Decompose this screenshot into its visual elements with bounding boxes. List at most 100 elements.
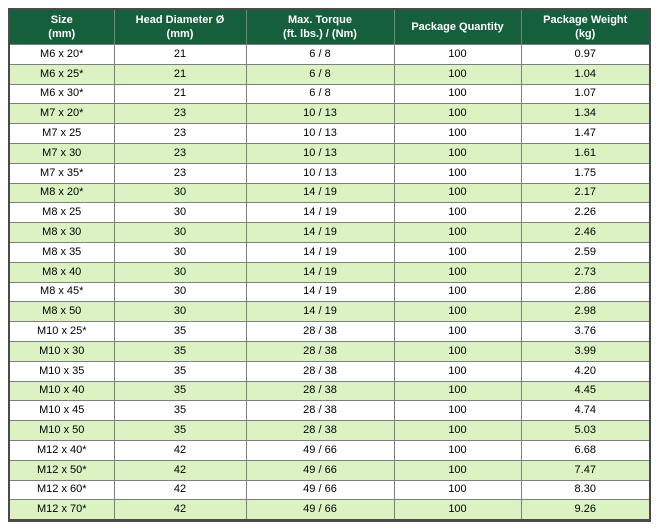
cell-package-quantity: 100 [393,222,522,243]
cell-package-quantity: 100 [393,499,522,522]
cell-package-quantity: 100 [393,103,522,125]
cell-package-weight: 5.03 [520,420,651,441]
cell-package-weight: 1.47 [520,123,651,144]
cell-package-weight: 3.76 [520,321,651,342]
table-row: M6 x 30* 21 6 / 8 100 1.07 [8,83,651,105]
cell-size: M8 x 40 [8,261,115,283]
cell-size: M10 x 40 [8,380,115,402]
cell-max-torque: 14 / 19 [245,241,395,263]
cell-size: M8 x 35 [8,241,115,263]
table-row: M7 x 25 23 10 / 13 100 1.47 [8,123,651,144]
cell-head-diameter: 35 [113,420,247,441]
cell-size: M6 x 25* [8,63,115,85]
cell-package-quantity: 100 [393,400,522,422]
cell-max-torque: 14 / 19 [245,261,395,283]
cell-package-weight: 2.86 [520,281,651,303]
cell-head-diameter: 30 [113,261,247,283]
cell-package-quantity: 100 [393,340,522,362]
cell-package-weight: 1.34 [520,103,651,125]
cell-max-torque: 10 / 13 [245,103,395,125]
cell-package-weight: 2.46 [520,222,651,243]
cell-size: M7 x 25 [8,123,115,144]
cell-package-weight: 4.74 [520,400,651,422]
cell-max-torque: 28 / 38 [245,400,395,422]
cell-max-torque: 14 / 19 [245,301,395,323]
cell-package-quantity: 100 [393,63,522,85]
cell-head-diameter: 42 [113,499,247,522]
cell-package-quantity: 100 [393,301,522,323]
cell-package-weight: 2.17 [520,182,651,204]
table-body: M6 x 20* 21 6 / 8 100 0.97 M6 x 25* 21 6 / 8 100… [8,44,651,522]
cell-head-diameter: 21 [113,63,247,85]
cell-max-torque: 49 / 66 [245,479,395,501]
table-row: M6 x 20* 21 6 / 8 100 0.97 [8,44,651,65]
cell-package-quantity: 100 [393,142,522,164]
cell-size: M12 x 60* [8,479,115,501]
table-row: M7 x 20* 23 10 / 13 100 1.34 [8,103,651,125]
cell-max-torque: 28 / 38 [245,420,395,441]
cell-max-torque: 6 / 8 [245,44,395,65]
cell-package-weight: 9.26 [520,499,651,522]
table-row: M8 x 25 30 14 / 19 100 2.26 [8,202,651,224]
cell-size: M10 x 25* [8,321,115,342]
cell-max-torque: 14 / 19 [245,281,395,303]
cell-head-diameter: 23 [113,103,247,125]
cell-max-torque: 10 / 13 [245,142,395,164]
cell-size: M10 x 50 [8,420,115,441]
cell-size: M10 x 30 [8,340,115,362]
cell-package-weight: 2.73 [520,261,651,283]
cell-package-quantity: 100 [393,281,522,303]
cell-size: M7 x 30 [8,142,115,164]
table-row: M7 x 35* 23 10 / 13 100 1.75 [8,162,651,184]
cell-package-quantity: 100 [393,44,522,65]
table-row: M12 x 50* 42 49 / 66 100 7.47 [8,459,651,481]
cell-package-quantity: 100 [393,241,522,263]
cell-package-quantity: 100 [393,202,522,224]
cell-head-diameter: 21 [113,83,247,105]
cell-size: M8 x 20* [8,182,115,204]
cell-size: M8 x 45* [8,281,115,303]
cell-size: M8 x 25 [8,202,115,224]
cell-head-diameter: 35 [113,380,247,402]
cell-package-quantity: 100 [393,420,522,441]
cell-head-diameter: 35 [113,400,247,422]
cell-size: M6 x 20* [8,44,115,65]
cell-size: M6 x 30* [8,83,115,105]
column-header-package-weight: Package Weight (kg) [520,8,651,45]
cell-head-diameter: 23 [113,123,247,144]
spec-table: Size (mm) Head Diameter Ø (mm) Max. Torque… [8,8,651,523]
cell-head-diameter: 30 [113,182,247,204]
column-header-size: Size (mm) [8,8,115,45]
cell-head-diameter: 30 [113,241,247,263]
cell-package-quantity: 100 [393,261,522,283]
cell-package-quantity: 100 [393,360,522,382]
table-row: M8 x 30 30 14 / 19 100 2.46 [8,222,651,243]
table-row: M10 x 25* 35 28 / 38 100 3.76 [8,321,651,342]
cell-head-diameter: 23 [113,142,247,164]
cell-head-diameter: 30 [113,281,247,303]
cell-max-torque: 14 / 19 [245,202,395,224]
cell-size: M8 x 30 [8,222,115,243]
table-row: M6 x 25* 21 6 / 8 100 1.04 [8,63,651,85]
cell-package-weight: 3.99 [520,340,651,362]
cell-package-quantity: 100 [393,380,522,402]
cell-max-torque: 49 / 66 [245,439,395,461]
cell-size: M10 x 45 [8,400,115,422]
table-header: Size (mm) Head Diameter Ø (mm) Max. Torque… [8,8,651,45]
column-header-head-diameter: Head Diameter Ø (mm) [113,8,247,45]
cell-max-torque: 28 / 38 [245,360,395,382]
table-row: M10 x 35 35 28 / 38 100 4.20 [8,360,651,382]
cell-head-diameter: 42 [113,479,247,501]
cell-package-quantity: 100 [393,182,522,204]
cell-package-quantity: 100 [393,123,522,144]
cell-max-torque: 6 / 8 [245,83,395,105]
cell-head-diameter: 21 [113,44,247,65]
cell-head-diameter: 42 [113,439,247,461]
cell-package-weight: 4.45 [520,380,651,402]
cell-package-weight: 8.30 [520,479,651,501]
cell-package-quantity: 100 [393,321,522,342]
table-row: M12 x 70* 42 49 / 66 100 9.26 [8,499,651,522]
cell-max-torque: 28 / 38 [245,321,395,342]
table-row: M8 x 40 30 14 / 19 100 2.73 [8,261,651,283]
